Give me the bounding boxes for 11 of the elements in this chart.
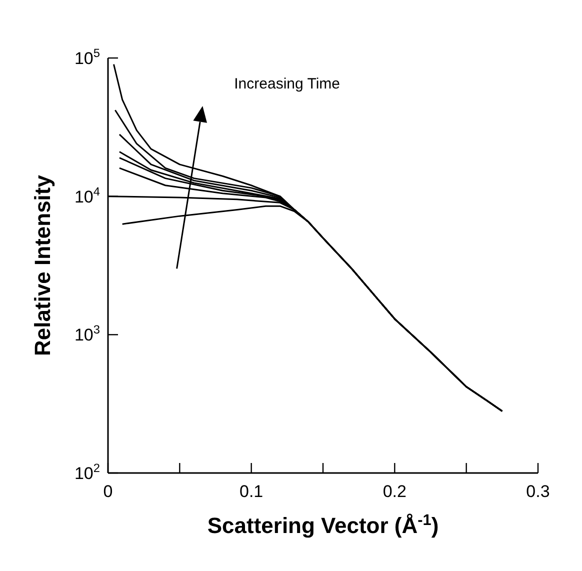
y-axis-title: Relative Intensity bbox=[30, 174, 55, 356]
annotation: Increasing Time bbox=[234, 76, 340, 93]
x-tick-label: 0.3 bbox=[526, 482, 550, 501]
y-tick-label: 10$^{3}$ bbox=[74, 322, 100, 345]
x-axis-title: Scattering Vector (Å$^{-1}$) bbox=[207, 512, 439, 538]
y-tick-label: 10$^{5}$ bbox=[74, 46, 100, 68]
x-tick-label: 0 bbox=[103, 482, 113, 501]
x-tick-label: 0.2 bbox=[382, 482, 406, 501]
y-tick-label: 10$^{2}$ bbox=[74, 461, 100, 483]
y-tick-label: 10$^{4}$ bbox=[74, 184, 100, 206]
x-tick-label: 0.1 bbox=[240, 482, 264, 501]
